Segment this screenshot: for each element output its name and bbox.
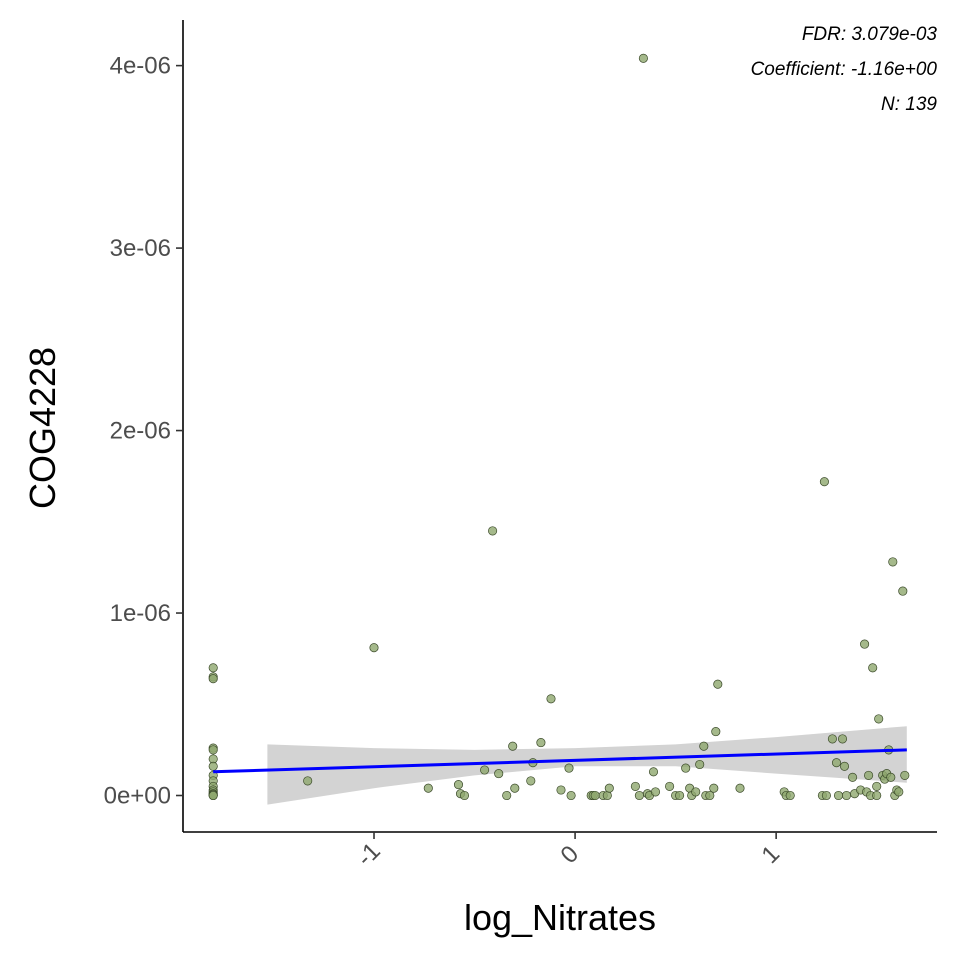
data-point	[526, 776, 536, 786]
data-point	[208, 745, 218, 755]
data-point	[848, 772, 858, 782]
data-point	[369, 643, 379, 653]
data-point	[831, 758, 842, 768]
data-point	[699, 741, 709, 751]
data-point	[590, 790, 600, 801]
data-point	[819, 477, 829, 487]
data-point	[860, 639, 870, 649]
data-point	[711, 727, 721, 737]
data-point	[709, 783, 719, 793]
data-point	[536, 738, 546, 748]
y-tick-label: 1e-06	[110, 600, 171, 627]
data-point	[868, 663, 878, 673]
data-point	[900, 770, 910, 780]
data-points-layer	[208, 53, 910, 801]
data-point	[837, 734, 848, 744]
data-point	[459, 790, 470, 801]
data-point	[874, 714, 884, 724]
data-point	[566, 790, 576, 801]
x-tick-label: 1	[757, 840, 786, 869]
y-tick-label: 4e-06	[110, 53, 171, 80]
data-point	[208, 761, 218, 771]
data-point	[695, 759, 705, 770]
data-point	[508, 741, 518, 751]
data-point	[898, 586, 908, 596]
data-point	[488, 526, 498, 536]
data-point	[841, 790, 852, 801]
data-point	[839, 761, 850, 771]
x-axis-title: log_Nitrates	[464, 897, 656, 938]
data-point	[681, 763, 691, 773]
data-point	[648, 767, 659, 777]
data-point	[872, 790, 882, 801]
annotation-n: N: 139	[881, 94, 937, 115]
data-point	[888, 557, 898, 567]
regression-line	[213, 748, 907, 774]
data-point	[604, 783, 614, 793]
x-tick-label: -1	[352, 838, 386, 872]
data-point	[480, 765, 490, 775]
y-tick-label: 3e-06	[110, 235, 171, 262]
data-point	[208, 674, 218, 684]
fit-line-layer	[213, 748, 907, 774]
data-point	[705, 790, 715, 801]
y-tick-label: 2e-06	[110, 418, 171, 445]
x-tick-label: 0	[556, 840, 585, 869]
data-point	[502, 790, 512, 801]
data-point	[665, 781, 675, 791]
annotation-coefficient: Coefficient: -1.16e+00	[751, 59, 938, 80]
data-point	[894, 787, 904, 797]
data-point	[208, 790, 218, 801]
confidence-band	[267, 726, 907, 805]
confidence-band-layer	[267, 726, 907, 805]
data-point	[634, 790, 644, 801]
data-point	[650, 787, 661, 797]
data-point	[208, 663, 218, 673]
data-point	[546, 694, 556, 704]
data-point	[713, 679, 723, 689]
data-point	[494, 769, 504, 779]
data-point	[785, 790, 795, 801]
data-point	[630, 781, 640, 791]
data-point	[423, 783, 433, 793]
data-point	[638, 53, 648, 63]
y-axis-title: COG4228	[22, 347, 63, 509]
data-point	[886, 772, 896, 782]
data-point	[453, 780, 464, 790]
data-point	[827, 734, 837, 744]
data-point	[821, 790, 831, 801]
data-point	[833, 790, 844, 801]
data-point	[735, 783, 745, 793]
axes-layer	[182, 20, 937, 833]
data-point	[303, 776, 313, 786]
data-point	[556, 785, 566, 795]
data-point	[675, 790, 685, 801]
y-tick-label: 0e+00	[104, 783, 171, 810]
data-point	[564, 763, 574, 773]
annotation-fdr: FDR: 3.079e-03	[802, 24, 938, 45]
data-point	[872, 781, 882, 791]
data-point	[864, 770, 874, 780]
data-point	[510, 783, 520, 793]
data-point	[691, 787, 701, 797]
